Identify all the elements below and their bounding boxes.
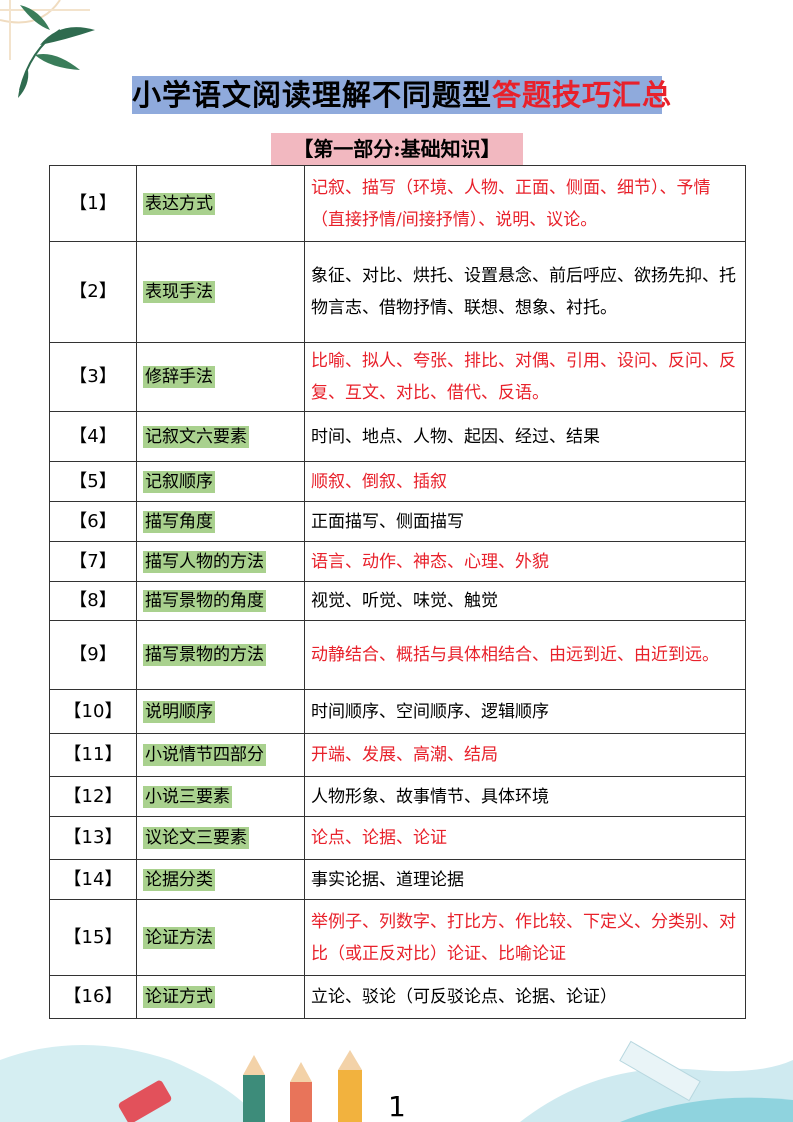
title-black-part: 小学语文阅读理解不同题型 (132, 78, 493, 112)
ruler-icon (619, 1040, 701, 1102)
table-row: 【11】 小说情节四部分 开端、发展、高潮、结局 (49, 733, 746, 777)
row-content: 举例子、列数字、打比方、作比较、下定义、分类别、对比（或正反对比）论证、比喻论证 (304, 899, 746, 976)
section-heading: 【第一部分:基础知识】 (271, 133, 523, 165)
pencil-icon (338, 1050, 362, 1122)
table-row: 【14】 论据分类 事实论据、道理论据 (49, 859, 746, 900)
table-row: 【13】 议论文三要素 论点、论据、论证 (49, 816, 746, 860)
row-label: 议论文三要素 (143, 827, 249, 849)
row-label-cell: 议论文三要素 (136, 816, 305, 860)
bamboo-leaves-decoration (0, 0, 95, 98)
table-row: 【8】 描写景物的角度 视觉、听觉、味觉、触觉 (49, 581, 746, 621)
eraser-icon (118, 1080, 172, 1122)
row-number: 【12】 (49, 776, 137, 817)
row-label: 记叙顺序 (143, 470, 215, 493)
row-label-cell: 论证方法 (136, 899, 305, 976)
table-row: 【6】 描写角度 正面描写、侧面描写 (49, 501, 746, 542)
table-row: 【2】 表现手法 象征、对比、烘托、设置悬念、前后呼应、欲扬先抑、托物言志、借物抒情… (49, 241, 746, 343)
row-content: 时间顺序、空间顺序、逻辑顺序 (304, 689, 746, 734)
row-label: 小说三要素 (143, 785, 232, 808)
table-row: 【4】 记叙文六要素 时间、地点、人物、起因、经过、结果 (49, 411, 746, 462)
row-content: 开端、发展、高潮、结局 (304, 733, 746, 777)
row-number: 【15】 (49, 899, 137, 976)
row-label-cell: 描写景物的角度 (136, 581, 305, 621)
table-row: 【7】 描写人物的方法 语言、动作、神态、心理、外貌 (49, 541, 746, 582)
table-row: 【1】 表达方式 记叙、描写（环境、人物、正面、侧面、细节）、予情（直接抒情/间接抒… (49, 165, 746, 242)
row-number: 【9】 (49, 620, 137, 690)
row-label-cell: 描写角度 (136, 501, 305, 542)
row-label: 记叙文六要素 (143, 425, 249, 448)
row-content: 比喻、拟人、夸张、排比、对偶、引用、设问、反问、反复、互文、对比、借代、反语。 (304, 342, 746, 412)
row-label: 论据分类 (143, 868, 215, 891)
row-label-cell: 小说情节四部分 (136, 733, 305, 777)
row-label: 描写景物的角度 (143, 590, 266, 612)
row-content: 立论、驳论（可反驳论点、论据、论证） (304, 975, 746, 1019)
row-label: 描写人物的方法 (143, 550, 266, 573)
pencil-icon (243, 1055, 265, 1122)
row-label-cell: 小说三要素 (136, 776, 305, 817)
title-red-part: 答题技巧汇总 (492, 78, 673, 112)
row-number: 【10】 (49, 689, 137, 734)
row-content: 时间、地点、人物、起因、经过、结果 (304, 411, 746, 462)
table-row: 【16】 论证方式 立论、驳论（可反驳论点、论据、论证） (49, 975, 746, 1019)
row-number: 【6】 (49, 501, 137, 542)
page-title: 小学语文阅读理解不同题型答题技巧汇总 (132, 76, 671, 114)
row-number: 【13】 (49, 816, 137, 860)
row-label: 修辞手法 (143, 366, 215, 388)
row-number: 【5】 (49, 461, 137, 502)
row-label-cell: 表现手法 (136, 241, 305, 343)
row-number: 【11】 (49, 733, 137, 777)
row-number: 【1】 (49, 165, 137, 242)
row-label: 描写角度 (143, 510, 215, 533)
row-label: 表达方式 (143, 192, 215, 215)
pencil-icon (290, 1062, 312, 1122)
row-label: 说明顺序 (143, 700, 215, 723)
row-content: 人物形象、故事情节、具体环境 (304, 776, 746, 817)
bottom-wave-decoration (0, 1040, 793, 1122)
row-number: 【2】 (49, 241, 137, 343)
table-row: 【5】 记叙顺序 顺叙、倒叙、插叙 (49, 461, 746, 502)
row-label-cell: 描写人物的方法 (136, 541, 305, 582)
row-content: 象征、对比、烘托、设置悬念、前后呼应、欲扬先抑、托物言志、借物抒情、联想、想象、… (304, 241, 746, 343)
row-content: 顺叙、倒叙、插叙 (304, 461, 746, 502)
row-content: 语言、动作、神态、心理、外貌 (304, 541, 746, 582)
row-content: 论点、论据、论证 (304, 816, 746, 860)
table-row: 【15】 论证方法 举例子、列数字、打比方、作比较、下定义、分类别、对比（或正反对比… (49, 899, 746, 976)
knowledge-table: 【1】 表达方式 记叙、描写（环境、人物、正面、侧面、细节）、予情（直接抒情/间接抒… (49, 165, 746, 1019)
row-label-cell: 表达方式 (136, 165, 305, 242)
row-number: 【16】 (49, 975, 137, 1019)
row-label-cell: 修辞手法 (136, 342, 305, 412)
row-label-cell: 记叙文六要素 (136, 411, 305, 462)
table-row: 【12】 小说三要素 人物形象、故事情节、具体环境 (49, 776, 746, 817)
row-label-cell: 论证方式 (136, 975, 305, 1019)
page-number: 1 (388, 1090, 406, 1122)
row-label-cell: 描写景物的方法 (136, 620, 305, 690)
row-label-cell: 记叙顺序 (136, 461, 305, 502)
table-row: 【10】 说明顺序 时间顺序、空间顺序、逻辑顺序 (49, 689, 746, 734)
row-label-cell: 论据分类 (136, 859, 305, 900)
row-label: 表现手法 (143, 281, 215, 303)
row-number: 【14】 (49, 859, 137, 900)
row-label-cell: 说明顺序 (136, 689, 305, 734)
row-number: 【4】 (49, 411, 137, 462)
table-row: 【9】 描写景物的方法 动静结合、概括与具体相结合、由远到近、由近到远。 (49, 620, 746, 690)
row-number: 【7】 (49, 541, 137, 582)
row-content: 动静结合、概括与具体相结合、由远到近、由近到远。 (304, 620, 746, 690)
row-content: 正面描写、侧面描写 (304, 501, 746, 542)
row-label: 论证方式 (143, 986, 215, 1008)
row-label: 论证方法 (143, 926, 215, 949)
row-number: 【8】 (49, 581, 137, 621)
row-label: 小说情节四部分 (143, 744, 266, 766)
row-content: 视觉、听觉、味觉、触觉 (304, 581, 746, 621)
row-content: 记叙、描写（环境、人物、正面、侧面、细节）、予情（直接抒情/间接抒情）、说明、议… (304, 165, 746, 242)
table-row: 【3】 修辞手法 比喻、拟人、夸张、排比、对偶、引用、设问、反问、反复、互文、对比、… (49, 342, 746, 412)
row-label: 描写景物的方法 (143, 644, 266, 666)
row-content: 事实论据、道理论据 (304, 859, 746, 900)
row-number: 【3】 (49, 342, 137, 412)
